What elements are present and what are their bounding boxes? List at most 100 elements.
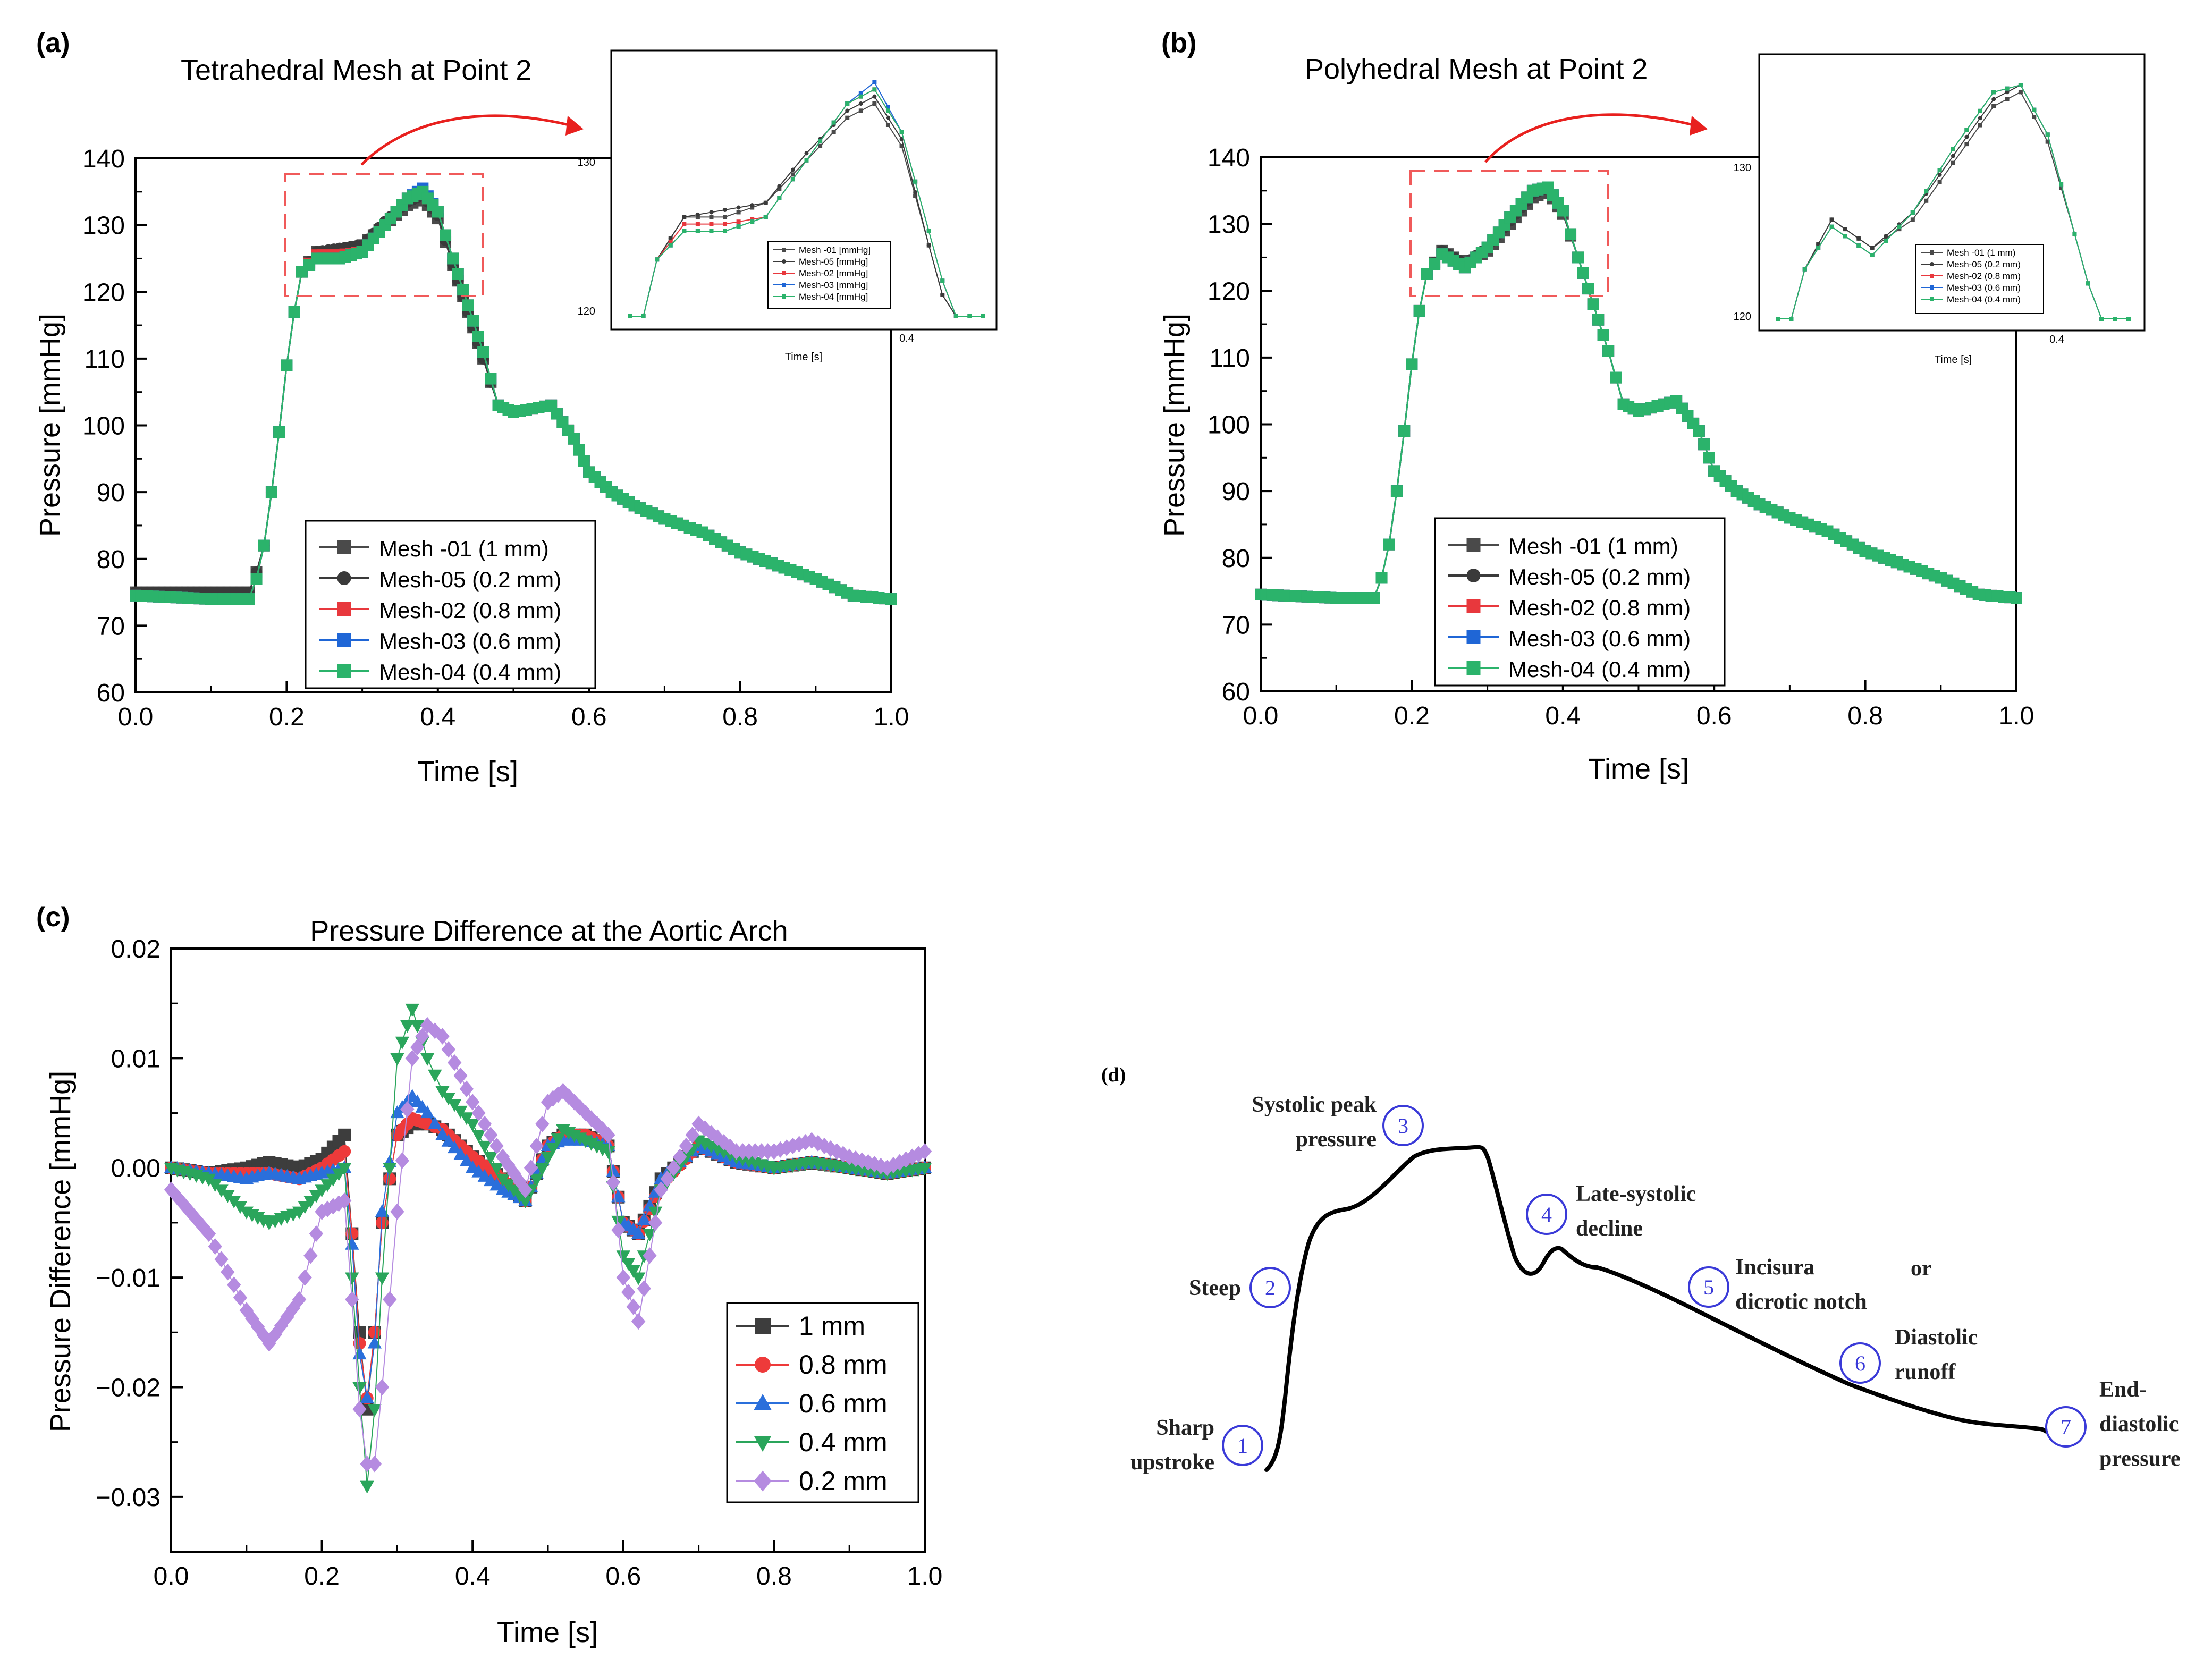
data-point [352,1401,367,1418]
legend-marker [337,602,351,616]
data-point [400,1101,415,1118]
inset-point [777,184,782,189]
data-point [1597,329,1609,341]
data-point [352,1347,367,1360]
inset-ytick-120-a: 120 [578,306,595,317]
data-point [352,1382,367,1395]
inset-point [2113,317,2117,321]
diagram-annotations: 1 Sharp upstroke 2 Steep 3 Systolic peak pressu… [1130,1093,2180,1475]
inset-point [2086,281,2090,286]
inset-point [723,208,728,212]
inset-point [1951,147,1955,151]
legend-label: 0.4 mm [799,1427,888,1457]
inset-point [2072,232,2077,236]
data-point [679,1137,694,1155]
data-point [345,1272,359,1285]
chart-title-a: Tetrahedral Mesh at Point 2 [181,54,531,86]
data-point [303,1247,318,1264]
inset-point [2126,317,2131,321]
data-point [338,1128,351,1141]
data-point [1398,425,1411,437]
data-point [1375,572,1388,584]
data-point [529,1173,544,1187]
legend-label: Mesh-05 (0.2 mm) [1508,564,1691,589]
legend-label: Mesh-05 (0.2 mm) [379,567,561,592]
inset-point [736,205,741,210]
data-point [842,1148,857,1165]
data-point [578,455,590,467]
data-point [698,1120,712,1137]
data-point [226,1276,241,1293]
data-point [453,1067,468,1084]
series-c [164,1003,932,1494]
legend-label: 1 mm [799,1311,865,1341]
data-point [621,1284,636,1301]
data-point [631,1226,646,1239]
annotation-label: End- [2099,1377,2147,1402]
data-point [518,1196,533,1209]
inset-point [682,222,687,226]
legend-a: Mesh -01 (1 mm) Mesh-05 (0.2 mm) Mesh-02 (… [305,520,596,689]
legend-c: 1 mm 0.8 mm 0.6 mm 0.4 mm 0.2 mm [726,1302,919,1503]
data-point [672,1148,687,1165]
data-point [383,1291,397,1308]
data-point [400,1020,415,1033]
inset-point [804,151,809,156]
annotation-circle-7 [2045,1406,2087,1448]
data-point [457,284,469,296]
y-tick-label: 100 [1208,411,1250,439]
legend-label: Mesh-03 (0.6 mm) [1508,626,1691,651]
x-tick-label: 0.6 [1696,702,1732,730]
data-point [551,1133,565,1147]
data-point [484,1152,498,1165]
inset-point [1856,243,1861,248]
data-point [214,1251,229,1268]
inset-point [1910,210,1915,215]
data-point [551,1086,565,1103]
data-point [621,1257,636,1271]
x-tick-label: 0.8 [1847,702,1883,730]
data-point [880,1160,894,1177]
data-point [660,1170,674,1187]
inset-legend-marker [782,283,786,287]
data-point [467,315,479,327]
inset-point [709,222,714,226]
zoom-box-b [1409,170,1609,297]
y-ticks-c: −0.03 −0.02 −0.01 0.00 0.01 0.02 [96,935,183,1512]
inset-point [2018,90,2023,95]
series-a [130,182,897,605]
annotation-circle-6 [1839,1342,1881,1384]
inset-point [1937,180,1942,184]
data-point [471,1130,486,1143]
inset-legend-marker [1930,297,1934,301]
panel-label-a: (a) [36,28,70,58]
inset-xlabel-b: Time [s] [1935,354,1972,366]
inset-ytick-130-a: 130 [578,157,595,168]
x-tick-label: 0.4 [420,703,455,731]
data-point [1557,205,1569,217]
inset-legend-label: Mesh -01 [mmHg] [799,245,871,255]
data-point [568,433,580,445]
inset-point [695,229,700,233]
legend-box-a [305,520,596,689]
inset-point [926,229,931,233]
chart-title-b: Polyhedral Mesh at Point 2 [1305,53,1648,85]
legend-label: Mesh-04 (0.4 mm) [379,659,561,684]
legend-marker [337,664,351,678]
series-b [1255,181,2022,604]
zoom-arrow-a [360,114,580,166]
legend-marker [755,1357,771,1373]
y-tick-label: 60 [1222,678,1250,706]
data-point [383,1163,397,1176]
data-point [395,1036,410,1050]
inset-point [953,314,958,318]
inset-point [845,108,850,113]
data-point [685,1127,699,1144]
inset-point [1897,224,1902,229]
x-tick-label: 1.0 [874,703,909,731]
y-tick-label: 120 [1208,277,1250,306]
inset-point [1964,142,1969,147]
data-point [367,1456,382,1473]
legend-marker [1466,630,1481,644]
inset-legend-marker [782,259,786,264]
